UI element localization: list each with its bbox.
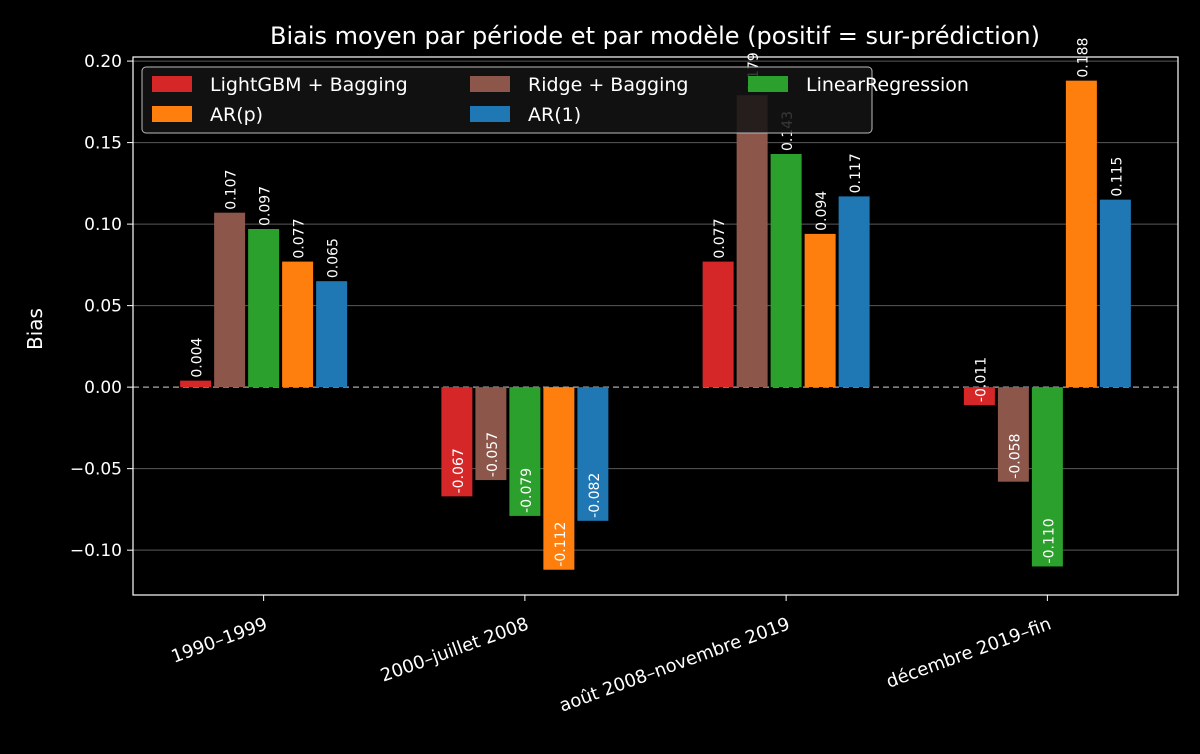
bar <box>1065 80 1097 388</box>
y-tick-label: −0.05 <box>70 460 122 480</box>
bar-value-label: -0.110 <box>1041 518 1057 563</box>
bar-value-label: 0.077 <box>712 219 728 259</box>
bar <box>475 387 507 481</box>
bar-value-label: 0.065 <box>326 238 342 278</box>
bar-value-label: 0.107 <box>224 170 240 210</box>
bar-value-label: -0.082 <box>587 473 603 518</box>
bar-value-label: -0.079 <box>519 468 535 513</box>
bar-value-label: 0.115 <box>1109 157 1125 197</box>
legend-entry-label: AR(1) <box>528 104 581 126</box>
bar-value-label: 0.094 <box>814 191 830 231</box>
bar-value-label: -0.067 <box>451 448 467 493</box>
y-tick-label: 0.10 <box>84 215 122 235</box>
legend-entry-label: Ridge + Bagging <box>528 74 688 96</box>
legend-entry-label: LightGBM + Bagging <box>210 74 408 96</box>
bar-value-label: -0.058 <box>1007 434 1023 479</box>
bar <box>577 387 609 521</box>
legend-entry-label: AR(p) <box>210 104 263 126</box>
bar-value-label: -0.112 <box>553 522 569 567</box>
legend-entry-label: LinearRegression <box>806 74 969 96</box>
bar <box>963 387 995 406</box>
bar <box>838 196 870 388</box>
bar-value-label: 0.004 <box>190 337 206 377</box>
bar <box>1099 199 1131 388</box>
bars <box>180 80 1131 570</box>
bar <box>1031 387 1063 567</box>
legend-swatch <box>470 106 510 122</box>
y-tick-label: 0.00 <box>84 378 122 398</box>
bar <box>441 387 473 497</box>
y-tick-label: 0.15 <box>84 134 122 154</box>
y-axis-label: Bias <box>23 308 47 350</box>
bar <box>282 261 314 388</box>
bar <box>214 212 246 388</box>
bar-value-label: 0.117 <box>848 153 864 193</box>
plot-frame <box>132 56 1179 596</box>
bar-value-label: 0.077 <box>292 219 308 259</box>
legend-swatch <box>748 76 788 92</box>
bar <box>702 261 734 388</box>
legend-swatch <box>152 106 192 122</box>
legend-box <box>141 66 873 134</box>
bar <box>736 95 768 388</box>
legend-swatch <box>470 76 510 92</box>
bar <box>770 154 802 388</box>
bar <box>804 233 836 388</box>
data-labels: 0.004 0.107 0.097 0.077 0.065 -0.067 -0.057 -0.… <box>190 38 1126 567</box>
bar-value-label: -0.057 <box>485 432 501 477</box>
y-tick-label: 0.05 <box>84 297 122 317</box>
bar <box>997 387 1029 482</box>
bar-value-label: -0.011 <box>973 357 989 402</box>
legend: LightGBM + Bagging Ridge + Bagging LinearR… <box>141 66 969 134</box>
bar-value-label: 0.097 <box>258 186 274 226</box>
bar <box>316 281 348 388</box>
bar <box>248 228 280 388</box>
chart-title: Biais moyen par période et par modèle (p… <box>270 22 1040 50</box>
legend-swatch <box>152 76 192 92</box>
bar <box>543 387 575 570</box>
y-tick-label: −0.10 <box>70 541 122 561</box>
bar <box>509 387 541 516</box>
bar <box>180 380 212 388</box>
y-axis: 0.20 0.15 0.10 0.05 0.00 −0.05 −0.10 <box>70 52 133 561</box>
y-tick-label: 0.20 <box>84 52 122 72</box>
